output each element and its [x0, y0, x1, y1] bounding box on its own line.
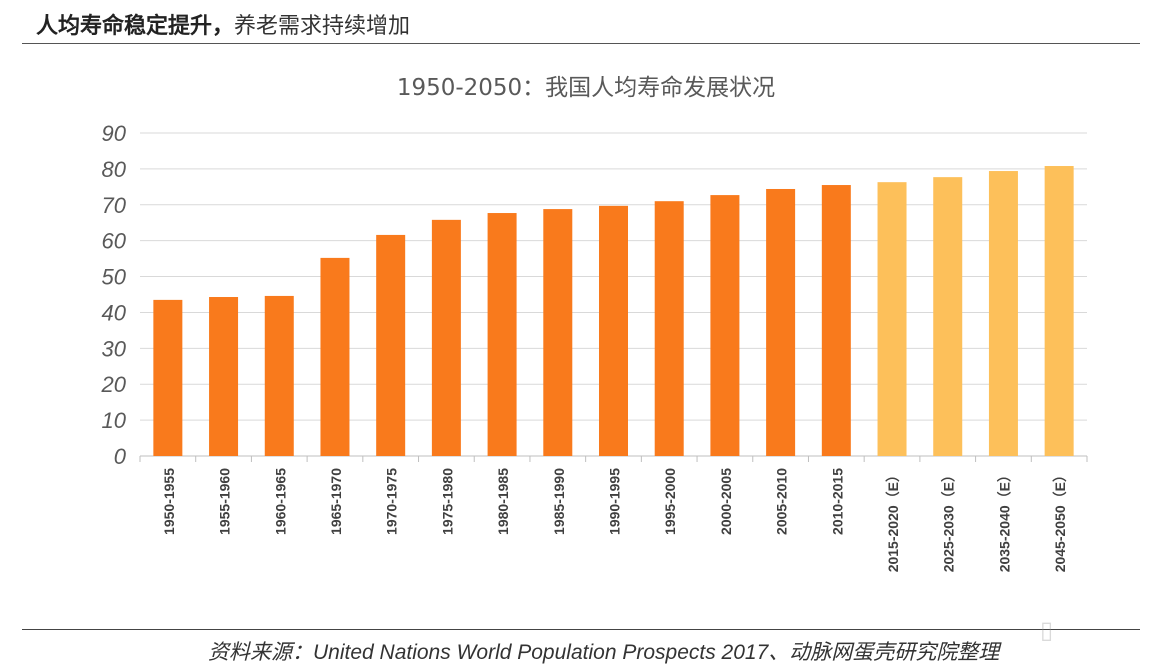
bar: [599, 205, 628, 456]
bar: [710, 195, 740, 457]
x-tick-label: 1975-1980: [439, 468, 455, 535]
y-tick-label: 40: [102, 300, 127, 325]
bar: [431, 219, 461, 456]
y-tick-label: 0: [114, 444, 127, 469]
bar: [766, 188, 796, 456]
x-tick-label: 1985-1990: [551, 468, 567, 535]
x-tick-label: 1995-2000: [662, 468, 678, 535]
x-tick-label: 1960-1965: [272, 468, 288, 535]
y-tick-label: 10: [102, 408, 127, 433]
y-tick-label: 50: [102, 265, 127, 290]
bar: [821, 185, 851, 457]
page-heading: 人均寿命稳定提升，养老需求持续增加: [36, 8, 410, 40]
bar: [1044, 166, 1074, 457]
x-tick-label: 2035-2040（E）: [996, 468, 1012, 572]
bar: [209, 297, 239, 456]
bar: [376, 234, 406, 456]
x-tick-label: 1965-1970: [328, 468, 344, 535]
bar: [654, 201, 684, 456]
x-tick-label: 1970-1975: [384, 468, 400, 535]
watermark-logo: ▯: [1040, 616, 1054, 644]
bottom-divider: [22, 629, 1140, 630]
x-tick-label: 2025-2030（E）: [941, 468, 957, 572]
bar: [988, 171, 1018, 456]
chart-title: 1950-2050：我国人均寿命发展状况: [397, 75, 775, 101]
y-tick-label: 20: [101, 372, 127, 397]
y-tick-label: 70: [102, 193, 127, 218]
x-tick-label: 1950-1955: [161, 468, 177, 535]
bar: [320, 257, 350, 456]
x-tick-label: 1955-1960: [217, 468, 233, 535]
heading-bold: 人均寿命稳定提升，: [36, 14, 235, 39]
top-divider: [22, 43, 1140, 44]
x-tick-label: 2000-2005: [718, 468, 734, 535]
bar: [543, 209, 573, 456]
bar: [487, 213, 517, 456]
x-tick-label: 2015-2020（E）: [885, 468, 901, 572]
heading-rest: 养老需求持续增加: [234, 14, 411, 39]
bar: [264, 295, 294, 456]
bar: [933, 177, 963, 457]
y-tick-label: 80: [102, 157, 127, 182]
y-tick-label: 60: [102, 229, 127, 254]
source-note: 资料来源：United Nations World Population Pro…: [208, 641, 1000, 664]
x-tick-label: 2005-2010: [774, 468, 790, 535]
y-tick-label: 30: [102, 336, 127, 361]
x-tick-label: 2045-2050（E）: [1052, 468, 1068, 572]
bar: [877, 182, 907, 456]
bar: [153, 299, 183, 456]
x-tick-label: 1990-1995: [607, 468, 623, 535]
x-tick-label: 2010-2015: [829, 468, 845, 535]
y-tick-label: 90: [102, 121, 127, 146]
x-tick-label: 1980-1985: [495, 468, 511, 535]
